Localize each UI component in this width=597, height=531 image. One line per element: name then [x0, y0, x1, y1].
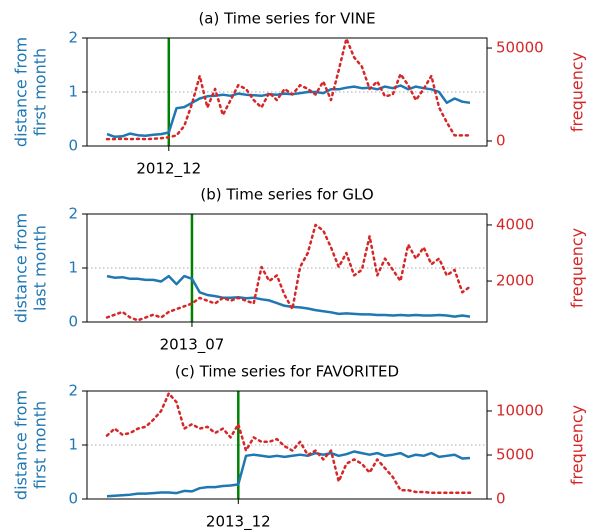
y-tick-label: 0 [68, 137, 78, 155]
y2-axis-label: frequency [568, 405, 587, 485]
y-tick-label: 1 [68, 436, 78, 454]
series-line [106, 450, 471, 498]
y-axis-label: first month [31, 401, 50, 489]
y-tick-label: 1 [68, 259, 78, 277]
x-tick-label: 2013_07 [160, 336, 225, 355]
axes-frame [86, 37, 488, 147]
subplot-title: (b) Time series for GLO [200, 186, 373, 204]
x-tick-label: 2012_12 [136, 160, 201, 179]
y-tick-label: 0 [68, 490, 78, 508]
y2-tick-label: 50000 [496, 39, 544, 57]
subplot-title: (a) Time series for VINE [198, 10, 375, 28]
y-axis-label: distance from [12, 37, 31, 147]
y2-axis-label: frequency [568, 228, 587, 308]
series-line [106, 274, 471, 318]
y2-tick-label: 5000 [496, 445, 534, 463]
axes-frame [86, 390, 488, 500]
series-line [105, 223, 472, 322]
y2-tick-label: 0 [496, 490, 506, 508]
y2-tick-label: 2000 [496, 272, 534, 290]
y-axis-label: distance from [12, 390, 31, 500]
y-tick-label: 2 [68, 382, 78, 400]
y-tick-label: 2 [68, 205, 78, 223]
y-axis-label: last month [31, 225, 50, 311]
series-line [105, 37, 472, 141]
y2-tick-label: 0 [496, 131, 506, 149]
y-tick-label: 1 [68, 83, 78, 101]
y-tick-label: 0 [68, 313, 78, 331]
y-axis-label: first month [31, 48, 50, 136]
y2-axis-label: frequency [568, 52, 587, 132]
y-axis-label: distance from [12, 213, 31, 323]
y2-tick-label: 10000 [496, 401, 544, 419]
series-line [106, 84, 471, 139]
subplot-title: (c) Time series for FAVORITED [175, 363, 399, 381]
y-tick-label: 2 [68, 29, 78, 47]
series-line [105, 392, 472, 495]
y2-tick-label: 4000 [496, 215, 534, 233]
axes-frame [86, 213, 488, 323]
x-tick-label: 2013_12 [206, 513, 271, 531]
